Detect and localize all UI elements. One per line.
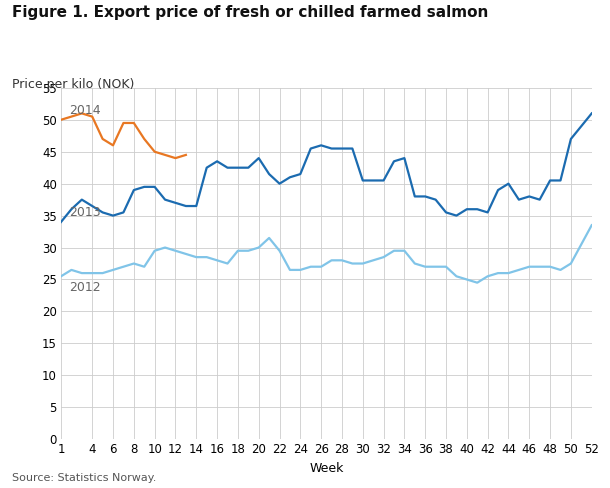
Text: 2014: 2014 [70,103,101,117]
Text: Source: Statistics Norway.: Source: Statistics Norway. [12,473,157,483]
Text: 2013: 2013 [70,206,101,219]
Text: Figure 1. Export price of fresh or chilled farmed salmon: Figure 1. Export price of fresh or chill… [12,5,489,20]
X-axis label: Week: Week [309,462,343,475]
Text: 2012: 2012 [70,281,101,294]
Text: Price per kilo (NOK): Price per kilo (NOK) [12,78,135,91]
